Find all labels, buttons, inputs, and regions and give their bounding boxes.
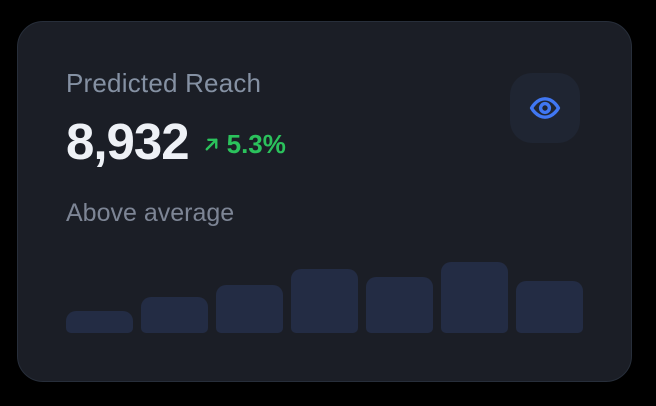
bar xyxy=(291,269,358,333)
card-title: Predicted Reach xyxy=(66,68,262,98)
value-row: 8,932 5.3% xyxy=(66,116,583,167)
bar xyxy=(216,285,283,333)
bar xyxy=(366,277,433,333)
predicted-reach-card: Predicted Reach 8,932 5.3% Above average xyxy=(17,21,632,382)
delta-badge: 5.3% xyxy=(202,129,286,160)
bar xyxy=(66,311,133,333)
card-subtitle: Above average xyxy=(66,199,235,228)
bar-chart xyxy=(66,261,583,333)
bar xyxy=(141,297,208,333)
delta-value: 5.3% xyxy=(226,129,286,160)
bar xyxy=(516,281,583,333)
bar xyxy=(441,262,508,333)
eye-icon xyxy=(528,91,562,125)
metric-value: 8,932 xyxy=(66,113,190,171)
trend-up-right-icon xyxy=(202,135,221,154)
view-details-button[interactable] xyxy=(510,73,580,143)
